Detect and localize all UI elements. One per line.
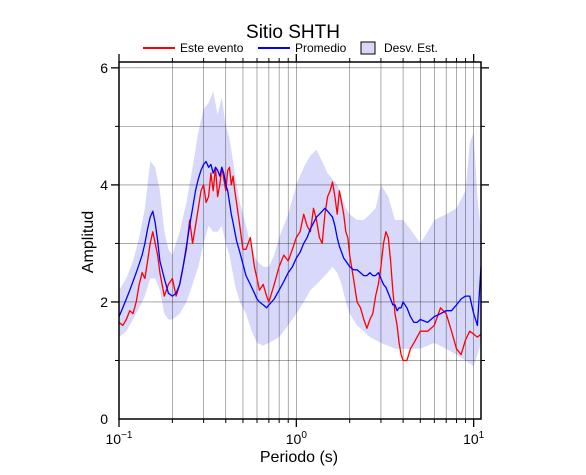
std-band-area <box>119 91 481 367</box>
legend-label-este-evento: Este evento <box>180 41 244 55</box>
legend-label-promedio: Promedio <box>295 41 347 55</box>
y-tick-label: 4 <box>100 177 108 193</box>
y-tick-label: 6 <box>100 60 108 76</box>
x-tick-label: 10−1 <box>106 430 133 447</box>
legend: Este evento Promedio Desv. Est. <box>143 41 438 55</box>
series-lines <box>118 160 482 362</box>
y-tick-label: 2 <box>100 294 108 310</box>
plot-area: 10−1 100 101 0 2 4 6 <box>100 54 489 447</box>
legend-swatch-desv-est- <box>360 41 376 55</box>
y-axis-label: Amplitud <box>80 211 97 273</box>
series-line-promedio <box>118 160 482 327</box>
x-axis-label: Periodo (s) <box>260 449 338 466</box>
y-tick-label: 0 <box>100 411 108 427</box>
chart-title: Sitio SHTH <box>246 22 340 43</box>
legend-label-desv-est-: Desv. Est. <box>384 41 438 55</box>
x-tick-label: 101 <box>463 430 485 447</box>
x-tick-label: 100 <box>286 430 308 447</box>
ticks: 10−1 100 101 0 2 4 6 <box>100 54 489 447</box>
plot-frame <box>118 61 482 420</box>
